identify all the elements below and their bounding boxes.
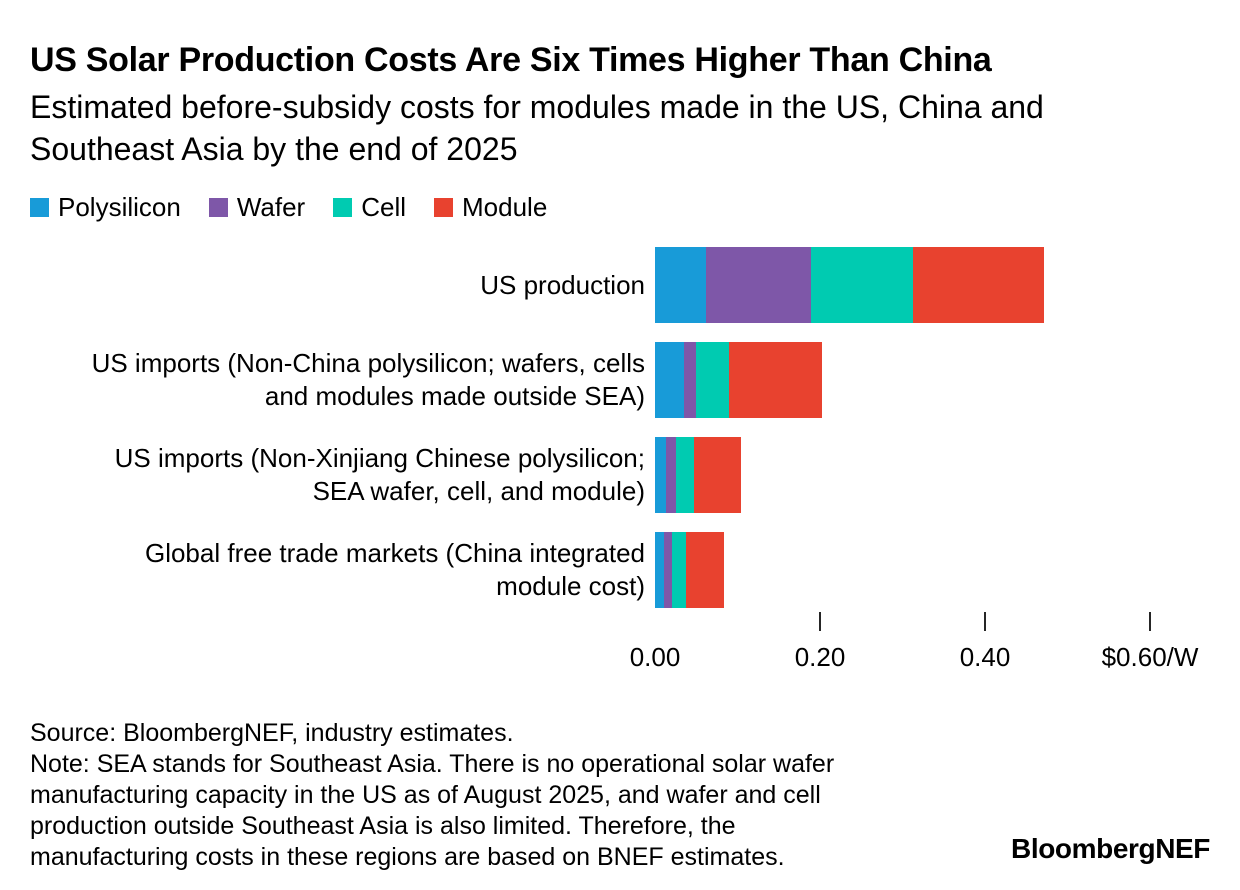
- axis-tick-label: 0.00: [629, 642, 681, 672]
- bar-segment-wafer: [665, 437, 676, 513]
- bar-segment-cell: [810, 247, 914, 323]
- bar-stack: [655, 342, 1210, 418]
- bar-segment-wafer: [664, 532, 673, 608]
- legend-item-label: Cell: [361, 192, 407, 222]
- bar-row-label: US production: [30, 269, 655, 302]
- bar-row-label-line: US imports (Non-Xinjiang Chinese polysil…: [114, 443, 645, 473]
- axis-tick-label: 0.20: [794, 642, 846, 672]
- bar-row: US production: [30, 247, 1210, 323]
- axis-tick-label: $0.60/W: [1101, 642, 1199, 672]
- note-text: Note: SEA stands for Southeast Asia. The…: [30, 749, 1210, 873]
- legend-swatch-icon: [333, 197, 353, 217]
- legend-item-cell: Cell: [333, 194, 406, 220]
- axis-tick-mark: [1149, 612, 1151, 631]
- bar-row-label-line: and modules made outside SEA): [264, 381, 645, 411]
- bar-row-label-line: SEA wafer, cell, and module): [312, 476, 645, 506]
- bar-segment-cell: [672, 532, 687, 608]
- bar-row: US imports (Non-China polysilicon; wafer…: [30, 342, 1210, 418]
- bar-segment-cell: [696, 342, 730, 418]
- page-subtitle: Estimated before-subsidy costs for modul…: [30, 86, 1210, 170]
- content: US Solar Production Costs Are Six Times …: [0, 40, 1240, 873]
- footer: Source: BloombergNEF, industry estimates…: [30, 718, 1210, 873]
- legend-item-wafer: Wafer: [208, 192, 306, 222]
- legend-item-label: Polysilicon: [58, 192, 181, 222]
- axis-tick-label: 0.40: [959, 642, 1011, 672]
- legend: Polysilicon Wafer Cell Module: [30, 194, 1210, 220]
- legend-item-label: Wafer: [236, 192, 306, 222]
- note-line: manufacturing capacity in the US as of A…: [30, 781, 821, 809]
- note-line: manufacturing costs in these regions are…: [30, 843, 785, 871]
- bar-stack: [655, 247, 1210, 323]
- legend-item-module: Module: [434, 194, 547, 220]
- legend-item-polysilicon: Polysilicon: [30, 194, 181, 220]
- legend-item-label: Module: [462, 192, 548, 222]
- note-line: Note: SEA stands for Southeast Asia. The…: [30, 750, 835, 778]
- bar-row-label-line: Global free trade markets (China integra…: [144, 538, 645, 568]
- bar-segment-wafer: [683, 342, 697, 418]
- chart: US production US imports (Non-China polys…: [30, 247, 1210, 608]
- bar-stack: [655, 532, 1210, 608]
- page-title: US Solar Production Costs Are Six Times …: [30, 41, 992, 79]
- bar-stack: [655, 437, 1210, 513]
- subtitle-line: Estimated before-subsidy costs for modul…: [30, 89, 1044, 125]
- bar-segment-cell: [675, 437, 694, 513]
- bar-row-label: US imports (Non-China polysilicon; wafer…: [30, 347, 655, 413]
- bar-segment-polysilicon: [655, 342, 684, 418]
- bar-row-label-line: US production: [480, 269, 645, 300]
- bar-row-label-line: module cost): [496, 571, 645, 601]
- axis-tick-mark: [984, 612, 986, 631]
- bar-segment-polysilicon: [655, 437, 666, 513]
- bar-segment-polysilicon: [655, 247, 707, 323]
- bar-row-label: Global free trade markets (China integra…: [30, 537, 655, 603]
- bar-segment-wafer: [706, 247, 811, 323]
- bar-row: US imports (Non-Xinjiang Chinese polysil…: [30, 437, 1210, 513]
- bar-segment-module: [693, 437, 741, 513]
- bloombergnef-logo: BloombergNEF: [1011, 833, 1210, 864]
- bar-segment-module: [686, 532, 725, 608]
- legend-swatch-icon: [434, 197, 454, 217]
- legend-swatch-icon: [30, 197, 49, 217]
- bar-segment-module: [913, 247, 1044, 323]
- subtitle-line: Southeast Asia by the end of 2025: [30, 131, 518, 167]
- bar-segment-polysilicon: [655, 532, 665, 608]
- x-axis: 0.00 0.20 0.40 $0.60/W: [630, 608, 1210, 680]
- bar-row: Global free trade markets (China integra…: [30, 532, 1210, 608]
- source-text: Source: BloombergNEF, industry estimates…: [30, 719, 514, 747]
- note-line: production outside Southeast Asia is als…: [30, 812, 736, 840]
- bar-row-label-line: US imports (Non-China polysilicon; wafer…: [91, 348, 645, 378]
- legend-swatch-icon: [208, 197, 228, 217]
- bar-row-label: US imports (Non-Xinjiang Chinese polysil…: [30, 442, 655, 508]
- axis-tick-mark: [819, 612, 821, 631]
- bar-segment-module: [729, 342, 822, 418]
